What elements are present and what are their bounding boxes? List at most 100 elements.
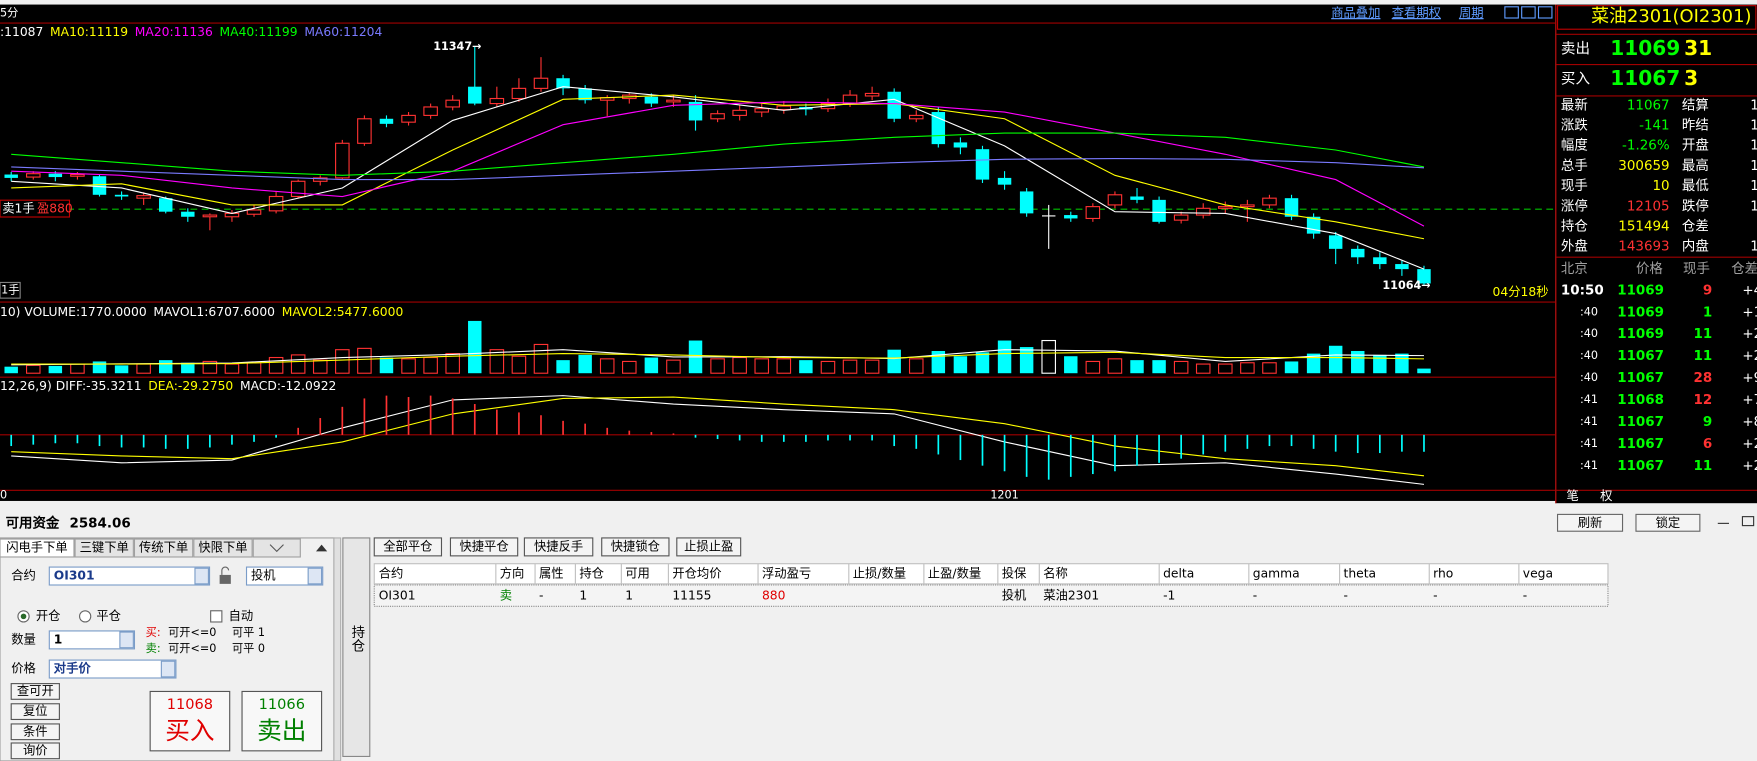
order-tab[interactable]: [193, 538, 253, 558]
order-tab[interactable]: [0, 538, 75, 558]
candle-body: [1019, 191, 1034, 214]
trade-button[interactable]: [241, 690, 323, 752]
side-button[interactable]: [10, 683, 60, 700]
quote-tab[interactable]: 权: [1600, 489, 1612, 503]
candle-body: [70, 173, 85, 177]
volume-bar: [864, 359, 880, 374]
volume-bar: [468, 320, 482, 374]
order-tab[interactable]: [74, 538, 134, 558]
lock-icon[interactable]: [219, 574, 231, 584]
volume-bar: [1417, 368, 1431, 374]
indicator-line: [11, 132, 1425, 176]
toolbar-link[interactable]: 周期: [1459, 6, 1484, 20]
candle-body: [357, 118, 372, 144]
splitter[interactable]: [333, 537, 342, 761]
legend-entry: 12,26,9) DIFF:-35.3211: [0, 379, 142, 393]
candle-body: [136, 195, 151, 199]
order-tab-label[interactable]: 传统下单: [139, 540, 188, 555]
volume-bar: [975, 352, 990, 374]
trade-button[interactable]: [149, 690, 231, 752]
volume-bar: [732, 356, 747, 374]
contract-combo[interactable]: [48, 566, 211, 586]
order-tab-label[interactable]: 闪电手下单: [6, 541, 68, 555]
combo-button[interactable]: [307, 567, 323, 585]
side-button-label[interactable]: 复位: [23, 703, 48, 718]
quote-side-price: 11069: [1610, 36, 1680, 60]
side-button[interactable]: [10, 703, 60, 721]
trade-button-label[interactable]: 买入: [165, 716, 214, 745]
stat-value: 12105: [1627, 199, 1670, 214]
price-annotation: 11064→: [1382, 279, 1430, 292]
spin-button[interactable]: [119, 631, 134, 649]
volume-bar: [25, 364, 41, 374]
side-tag: 卖:: [146, 642, 161, 655]
toolbar-button-label[interactable]: 止损止盈: [684, 539, 733, 553]
toolbar-button-label[interactable]: 快捷平仓: [459, 539, 508, 553]
stat-label: 涨跌: [1561, 118, 1588, 134]
side-button[interactable]: [10, 723, 60, 741]
account-button[interactable]: [1635, 513, 1701, 532]
tab-dropdown[interactable]: [252, 538, 301, 558]
window-icon[interactable]: [1521, 6, 1536, 19]
quote-title-box: [1556, 5, 1757, 30]
table-cell: -: [1523, 589, 1527, 603]
toolbar-button-label[interactable]: 快捷反手: [534, 539, 583, 553]
trade-button-price[interactable]: 11066: [259, 696, 305, 713]
side-button-label[interactable]: 条件: [23, 724, 48, 738]
side-tab-label[interactable]: 持仓: [348, 625, 365, 652]
volume-bar: [114, 365, 129, 374]
candle-body: [1284, 198, 1299, 217]
stat-label: 持仓: [1561, 218, 1588, 234]
combo-button[interactable]: [194, 567, 209, 585]
tick-change: +4: [1742, 283, 1757, 298]
side-button[interactable]: [10, 742, 60, 760]
hedge-combo[interactable]: [245, 566, 324, 586]
toolbar-button-label[interactable]: 全部平仓: [383, 538, 432, 553]
lot-tag: [0, 281, 21, 299]
toolbar-button[interactable]: [601, 537, 670, 557]
trade-button-label[interactable]: 卖出: [257, 716, 306, 745]
stat-value: 1: [1750, 139, 1757, 154]
account-label: 可用资金: [6, 514, 60, 531]
qty-spin[interactable]: [48, 630, 136, 650]
order-tab-label[interactable]: 快限下单: [198, 541, 247, 555]
side-tab[interactable]: [342, 537, 371, 757]
toolbar-button[interactable]: [449, 537, 519, 557]
side-button-label[interactable]: 查可开: [17, 684, 54, 698]
toolbar-button[interactable]: [523, 537, 594, 557]
volume-bar: [1130, 360, 1144, 374]
table-row[interactable]: [373, 584, 1609, 607]
spin-button[interactable]: [160, 660, 176, 678]
auto-checkbox[interactable]: [210, 610, 223, 623]
tick-header: 价格: [1636, 261, 1663, 277]
legend-entry: MACD:-12.0922: [240, 379, 336, 393]
account-button[interactable]: [1556, 513, 1624, 532]
order-tab-label[interactable]: 三键下单: [80, 541, 129, 555]
window-icon[interactable]: [1504, 6, 1519, 19]
account-button-label[interactable]: 刷新: [1578, 515, 1603, 530]
tick-time: :41: [1580, 459, 1598, 472]
volume-bar: [4, 366, 18, 374]
volume-bar: [1262, 362, 1277, 374]
volume-bar: [754, 358, 770, 374]
toolbar-button-label[interactable]: 快捷锁仓: [611, 538, 660, 553]
window-icon[interactable]: [1537, 6, 1553, 19]
restore-icon[interactable]: [1741, 516, 1755, 527]
toolbar-link[interactable]: 查看期权: [1392, 6, 1441, 20]
side-button-label[interactable]: 询价: [23, 743, 48, 757]
legend-entry: MA10:11119: [50, 25, 128, 39]
price-combo[interactable]: [48, 659, 177, 679]
volume-bar: [1173, 360, 1189, 374]
quote-tab[interactable]: 笔: [1567, 488, 1579, 503]
toolbar-button[interactable]: [676, 537, 742, 557]
side-info: 可开<=0: [168, 626, 216, 639]
toolbar-button[interactable]: [373, 537, 443, 557]
account-button-label[interactable]: 锁定: [1656, 515, 1681, 530]
radio-close[interactable]: [78, 610, 92, 623]
table-cell: 菜油2301: [1043, 589, 1099, 603]
toolbar-link[interactable]: 商品叠加: [1331, 5, 1380, 20]
volume-bar: [1064, 356, 1078, 374]
collapse-arrow[interactable]: [315, 544, 328, 552]
order-tab[interactable]: [133, 538, 194, 558]
trade-button-price[interactable]: 11068: [167, 696, 213, 713]
